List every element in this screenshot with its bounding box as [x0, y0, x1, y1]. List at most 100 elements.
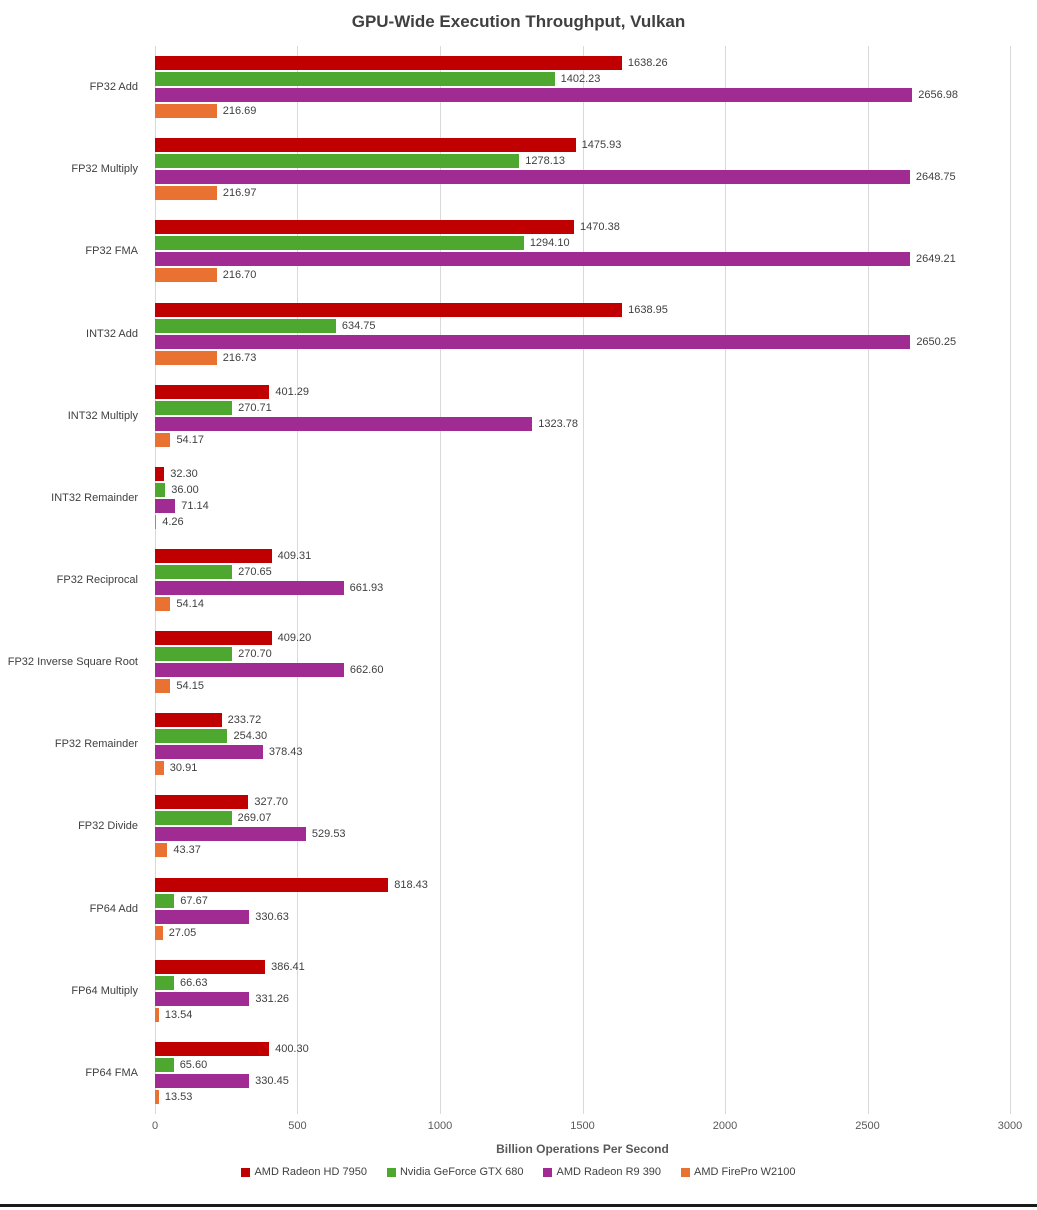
bar-value-label: 401.29	[275, 385, 310, 398]
bar	[155, 384, 270, 399]
bar	[155, 416, 533, 431]
bar	[155, 400, 233, 415]
bar-row: 662.60	[155, 662, 1010, 678]
bar-row: 401.29	[155, 384, 1010, 400]
bar-row: 54.15	[155, 678, 1010, 694]
bar-value-label: 1638.95	[628, 303, 668, 316]
bar-row: 2650.25	[155, 334, 1010, 350]
bar-value-label: 661.93	[349, 581, 384, 594]
bar	[155, 252, 911, 267]
category-label: FP32 Multiply	[71, 163, 138, 176]
x-tick-label: 3000	[997, 1120, 1023, 1132]
bar	[155, 154, 520, 169]
bar-value-label: 818.43	[394, 878, 428, 891]
bar-value-label: 36.00	[171, 483, 199, 496]
bar-value-label: 1402.23	[560, 73, 601, 86]
bar	[155, 663, 344, 678]
bar	[155, 843, 168, 858]
gridline	[439, 46, 441, 1114]
bar-row: 634.75	[155, 318, 1010, 334]
bar-row: 66.63	[155, 975, 1010, 991]
bar-row: 54.17	[155, 432, 1010, 448]
bar	[155, 975, 174, 990]
gridline	[1010, 46, 1011, 1114]
category-label: FP32 Remainder	[54, 738, 138, 751]
category-label: FP32 Reciprocal	[56, 573, 138, 586]
bar-row: 216.70	[155, 267, 1010, 283]
bar-value-label: 66.63	[179, 976, 208, 989]
bottom-border	[0, 1204, 1037, 1207]
bar-row: 269.07	[155, 810, 1010, 826]
bar-value-label: 1323.78	[538, 417, 579, 430]
bar-row: 661.93	[155, 580, 1010, 596]
bar-group: 327.70 269.07 529.53 43.37	[155, 785, 1010, 867]
bar-group: 386.41 66.63 331.26 13.54	[155, 950, 1010, 1032]
bar-value-label: 4.26	[162, 515, 184, 528]
bar-value-label: 409.31	[277, 549, 312, 562]
category-label: FP32 Divide	[78, 820, 138, 833]
legend-item: AMD Radeon HD 7950	[241, 1166, 367, 1178]
bar-row: 65.60	[155, 1057, 1010, 1073]
bar	[155, 1041, 270, 1056]
x-tick-label: 2000	[712, 1120, 738, 1132]
bar-value-label: 2656.98	[918, 89, 958, 102]
bar-row: 330.63	[155, 909, 1010, 925]
bar-value-label: 330.45	[255, 1074, 289, 1087]
bar-row: 409.31	[155, 548, 1010, 564]
bar-row: 1294.10	[155, 235, 1010, 251]
bar-value-label: 32.30	[170, 467, 198, 480]
gridline	[155, 46, 156, 1114]
bar-group: 400.30 65.60 330.45 13.53	[155, 1032, 1010, 1114]
bar-row: 1638.95	[155, 302, 1010, 318]
bar-value-label: 529.53	[311, 828, 346, 841]
bar-value-label: 634.75	[341, 319, 376, 332]
category-label: INT32 Remainder	[51, 491, 138, 504]
bar-row: 1402.23	[155, 71, 1010, 87]
bar	[155, 877, 389, 892]
bar	[155, 795, 249, 810]
bar-value-label: 330.63	[255, 910, 289, 923]
bar-row: 54.14	[155, 596, 1010, 612]
bar-value-label: 270.65	[238, 565, 272, 578]
bar	[155, 302, 623, 317]
bar-row: 254.30	[155, 728, 1010, 744]
bar-value-label: 13.53	[164, 1090, 193, 1103]
bar-value-label: 409.20	[277, 632, 312, 645]
legend-item: Nvidia GeForce GTX 680	[386, 1166, 524, 1178]
bar	[155, 631, 272, 646]
legend-swatch-icon	[386, 1167, 396, 1177]
bar-row: 13.54	[155, 1007, 1010, 1023]
bar	[155, 959, 266, 974]
bar	[155, 761, 164, 776]
bar	[155, 811, 232, 826]
x-tick-label: 0	[151, 1120, 159, 1132]
bar	[155, 729, 228, 744]
bar-value-label: 54.17	[176, 433, 204, 446]
legend-label: Nvidia GeForce GTX 680	[399, 1166, 524, 1178]
bar-value-label: 233.72	[227, 714, 262, 727]
bar	[155, 514, 157, 529]
bar	[155, 170, 910, 185]
bar-row: 32.30	[155, 466, 1010, 482]
x-axis-title: Billion Operations Per Second	[496, 1142, 669, 1156]
bar-row: 2656.98	[155, 87, 1010, 103]
bar-group: 32.30 36.00 71.14 4.26	[155, 457, 1010, 539]
bar-row: 1323.78	[155, 416, 1010, 432]
bar-row: 216.69	[155, 103, 1010, 119]
bar-value-label: 2650.25	[916, 335, 957, 348]
bar	[155, 334, 911, 349]
bar	[155, 72, 555, 87]
bar	[155, 713, 222, 728]
category-label: FP64 Add	[89, 902, 138, 915]
bar-row: 409.20	[155, 630, 1010, 646]
bar	[155, 564, 233, 579]
bar-row: 378.43	[155, 744, 1010, 760]
bar	[155, 220, 575, 235]
gridline	[297, 46, 299, 1114]
legend-swatch-icon	[241, 1167, 251, 1177]
bar-row: 4.26	[155, 514, 1010, 530]
bar-value-label: 54.15	[176, 680, 204, 693]
legend-label: AMD Radeon R9 390	[556, 1166, 662, 1178]
bar-value-label: 270.71	[238, 401, 272, 414]
